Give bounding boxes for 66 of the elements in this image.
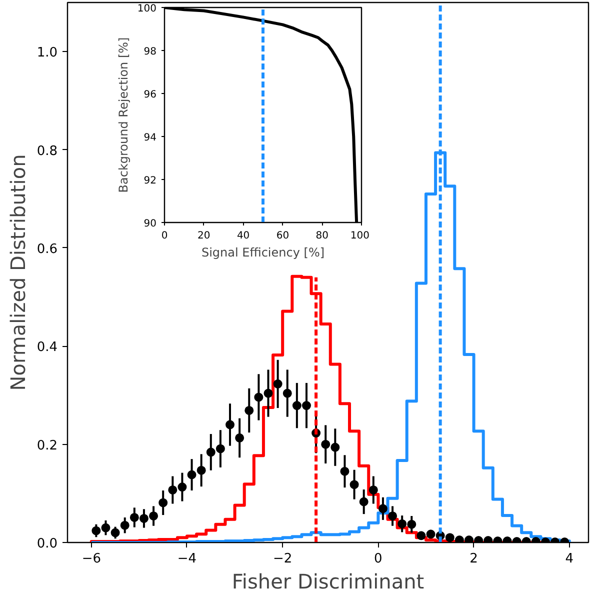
point <box>196 466 206 475</box>
point <box>187 470 196 480</box>
point <box>330 442 340 452</box>
point <box>273 379 282 388</box>
x-tick-label: 60 <box>276 230 290 242</box>
point <box>350 480 359 490</box>
point <box>226 420 235 430</box>
y-tick-label: 0.8 <box>36 144 58 159</box>
y-tick-label: 96 <box>144 90 157 100</box>
point <box>130 512 139 522</box>
x-tick-label: 40 <box>236 230 250 242</box>
x-tick-label: 80 <box>316 230 328 242</box>
point <box>398 519 407 528</box>
y-tick-label: 98 <box>144 46 157 58</box>
point <box>168 485 178 494</box>
y-tick-label: 0.6 <box>36 242 58 257</box>
y-axis-title: Normalized Distribution <box>6 154 30 391</box>
point <box>254 392 264 402</box>
point <box>321 440 330 449</box>
point <box>368 485 378 494</box>
point <box>216 444 225 454</box>
y-tick-label: 90 <box>144 218 157 230</box>
point <box>244 406 254 415</box>
y-tick-label: 0.4 <box>36 340 58 356</box>
point <box>178 482 187 492</box>
x-tick-label: −4 <box>177 552 197 566</box>
x-tick-label: 2 <box>470 552 478 566</box>
x-tick-label: 4 <box>565 552 574 566</box>
point <box>120 520 130 530</box>
point <box>302 401 311 410</box>
y-tick-label: 1.0 <box>36 46 58 61</box>
point <box>445 533 454 542</box>
point <box>282 388 292 398</box>
point <box>416 531 426 540</box>
point <box>101 523 110 532</box>
point <box>378 504 388 514</box>
y-tick-label: 0.0 <box>36 536 58 552</box>
x-axis-title: Signal Efficiency [%] <box>201 246 325 260</box>
y-axis-title: Background Rejection [%] <box>116 37 130 193</box>
y-tick-label: 92 <box>144 176 157 186</box>
point <box>407 520 416 529</box>
point <box>359 497 368 506</box>
point <box>235 433 244 442</box>
x-tick-label: 0 <box>161 230 168 242</box>
point <box>92 526 101 536</box>
x-tick-label: −2 <box>273 552 292 566</box>
x-tick-label: 20 <box>198 230 210 242</box>
point <box>464 536 474 542</box>
point <box>454 536 464 542</box>
point <box>149 512 158 520</box>
point <box>139 514 148 523</box>
point <box>340 466 350 476</box>
x-tick-label: −6 <box>82 552 101 566</box>
point <box>158 498 168 508</box>
point <box>426 530 436 539</box>
x-tick-label: 0 <box>374 552 382 566</box>
y-tick-label: 0.2 <box>36 438 58 454</box>
x-axis-title: Fisher Discriminant <box>232 570 424 594</box>
point <box>264 388 273 398</box>
y-tick-label: 100 <box>137 4 157 14</box>
x-tick-label: 100 <box>350 230 370 242</box>
point <box>388 512 398 520</box>
y-tick-label: 94 <box>144 132 157 144</box>
point <box>110 528 120 538</box>
point <box>206 448 216 457</box>
point <box>292 401 302 410</box>
